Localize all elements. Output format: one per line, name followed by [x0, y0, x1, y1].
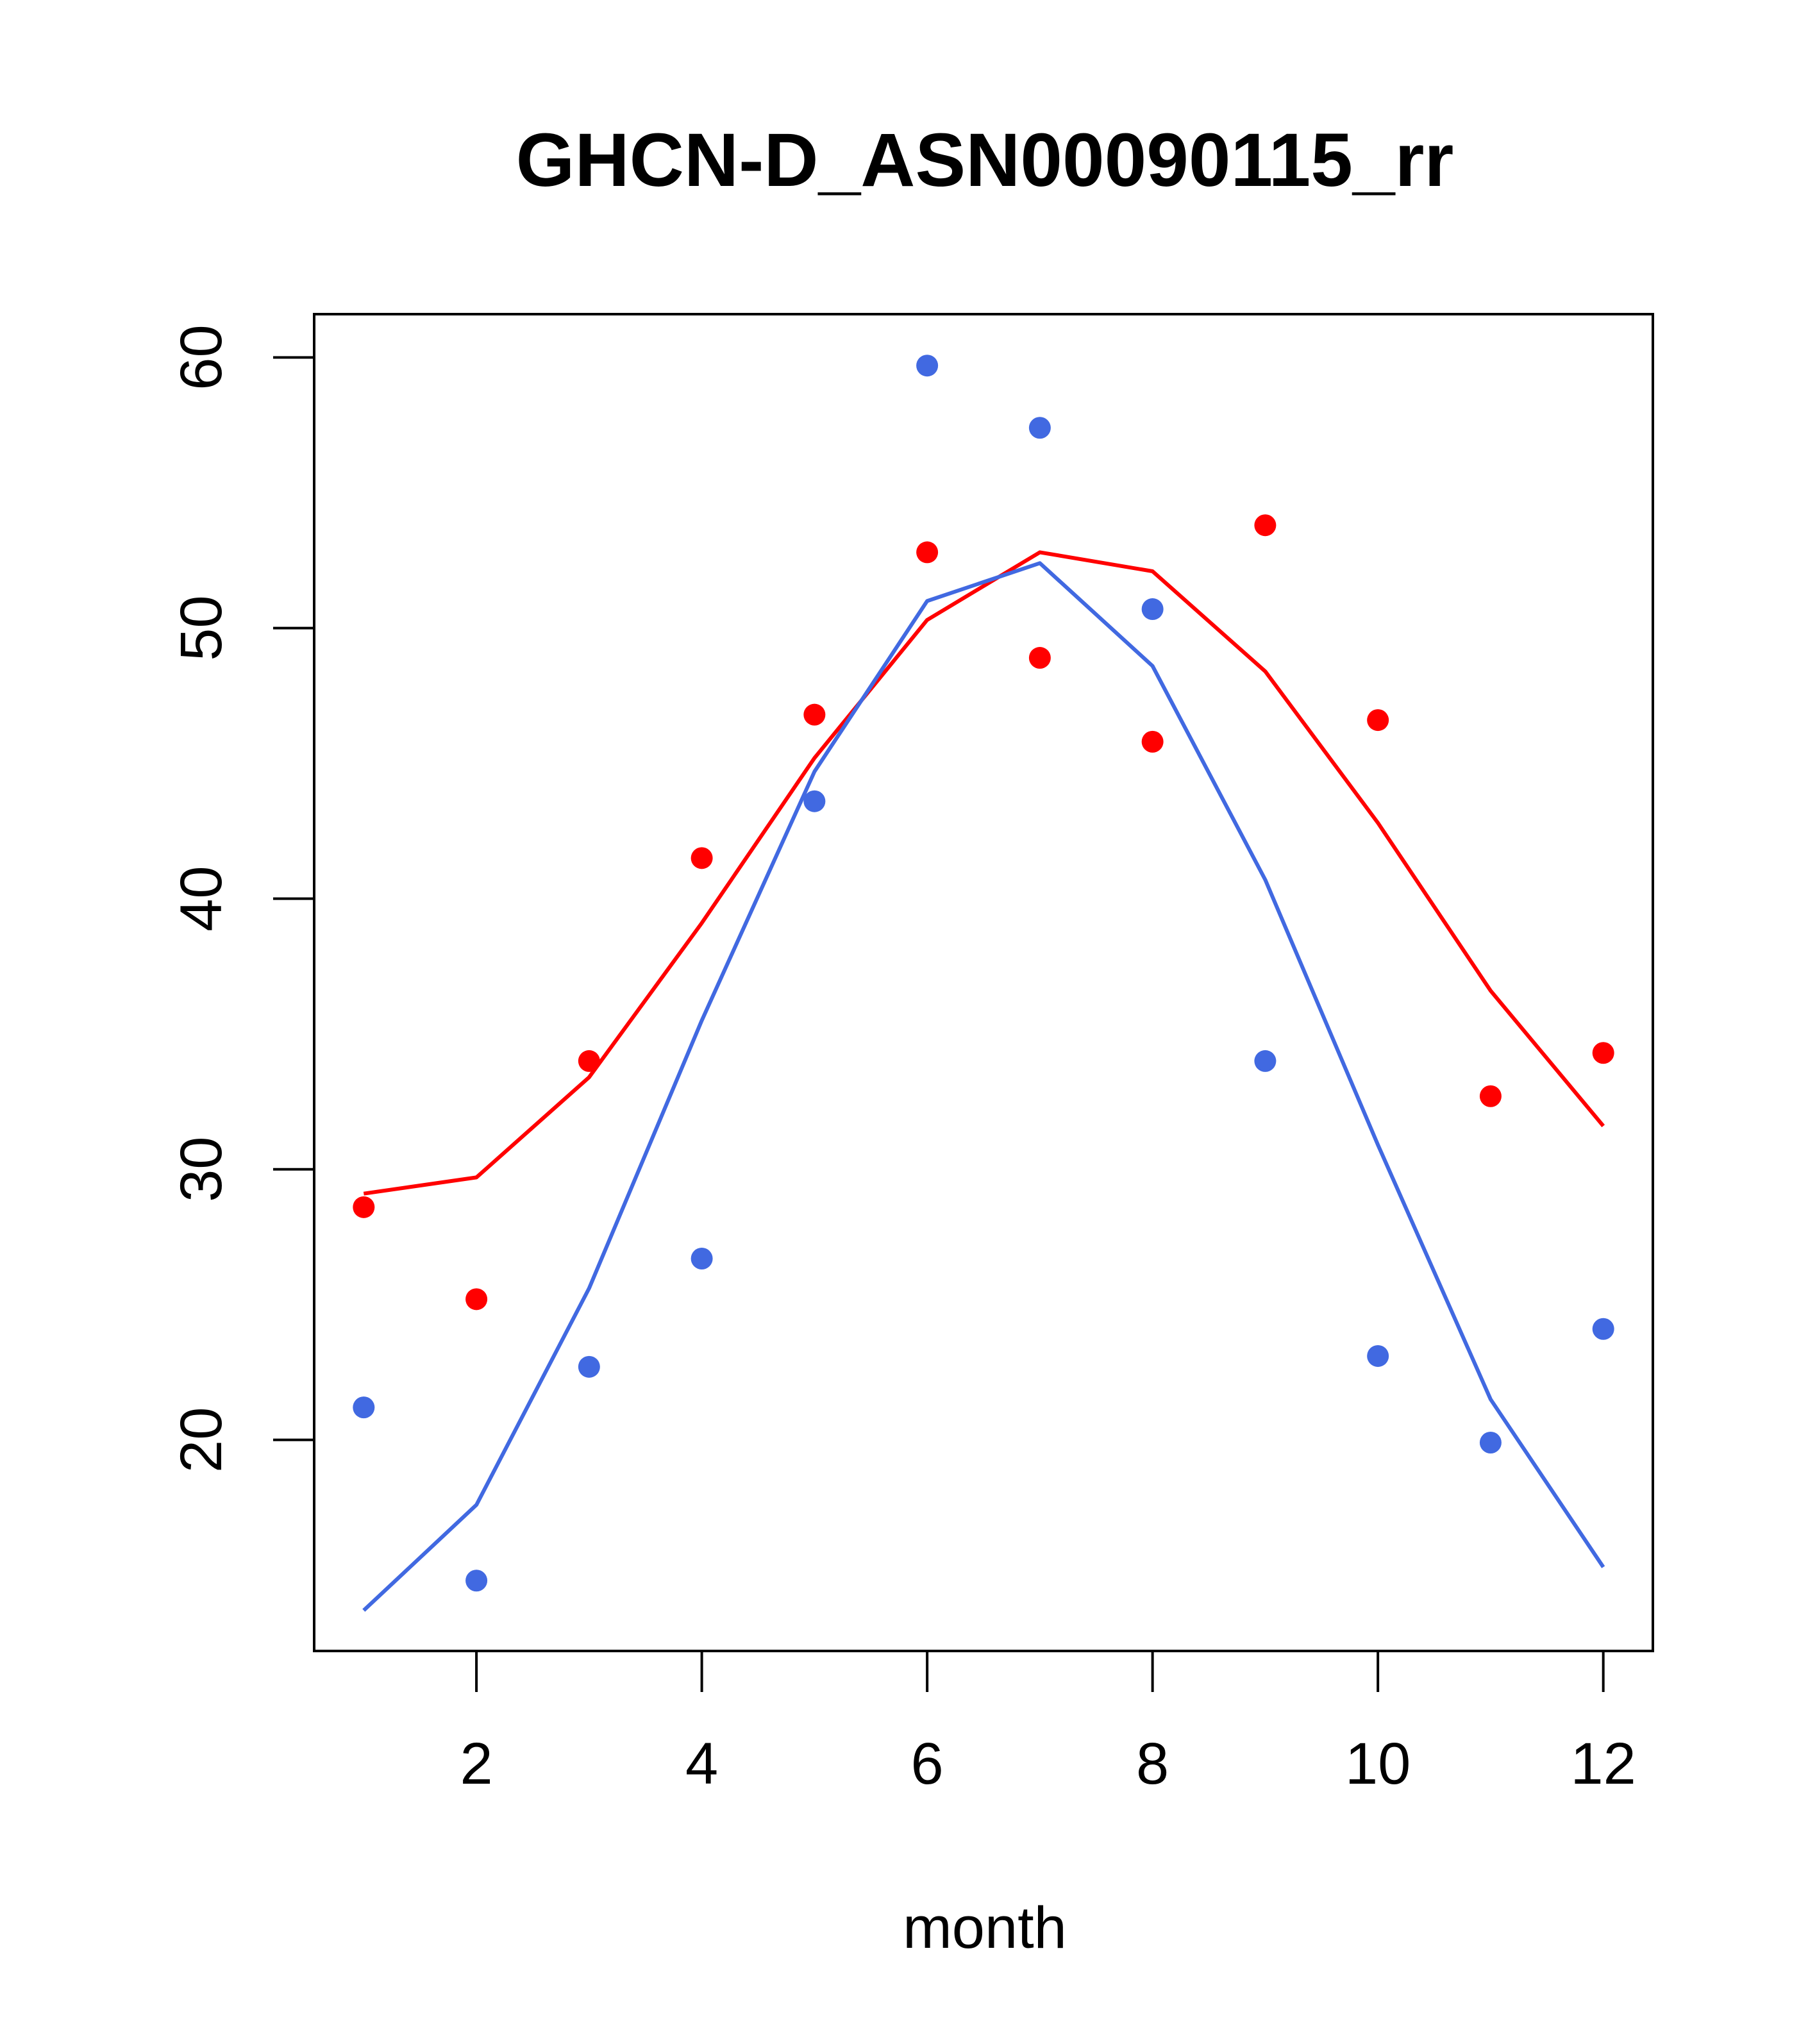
series-1-point — [803, 703, 826, 726]
x-axis: 2 4 6 8 10 12 — [460, 1651, 1636, 1797]
series-2-point — [916, 355, 939, 377]
series-1-point — [1592, 1042, 1614, 1064]
series-2-point — [1141, 598, 1164, 621]
series-2-line — [362, 561, 1605, 1612]
plot-frame — [313, 313, 1654, 1652]
y-axis: 20 30 40 50 60 — [169, 324, 314, 1473]
series-2-point — [1254, 1050, 1277, 1072]
series-2-point — [1028, 417, 1051, 439]
series-1-point — [1367, 709, 1389, 732]
series-2-point — [803, 790, 826, 812]
series-2-point — [1367, 1345, 1389, 1367]
series-1-line — [363, 550, 1605, 1196]
y-tick-label: 60 — [169, 324, 234, 390]
x-tick-label: 2 — [460, 1731, 493, 1797]
series-2-point — [578, 1355, 600, 1378]
series-1-point — [578, 1050, 600, 1072]
series-2-point — [1479, 1432, 1502, 1454]
series-1-point — [1141, 730, 1164, 753]
plot-series — [353, 355, 1614, 1612]
series-1-point — [1479, 1085, 1502, 1107]
x-axis-label: month — [903, 1895, 1067, 1961]
series-1-point — [353, 1196, 375, 1218]
series-1-point — [465, 1288, 488, 1311]
x-tick-label: 8 — [1136, 1731, 1169, 1797]
chart-title: GHCN-D_ASN00090115_rr — [516, 118, 1454, 203]
series-1-point — [691, 847, 713, 869]
y-tick-label: 30 — [169, 1137, 234, 1202]
series-2-point — [465, 1570, 488, 1592]
series-2-point — [691, 1248, 713, 1270]
series-2-point — [353, 1396, 375, 1419]
x-tick-label: 12 — [1570, 1731, 1636, 1797]
x-tick-label: 4 — [685, 1731, 718, 1797]
y-tick-label: 50 — [169, 595, 234, 660]
y-tick-label: 20 — [169, 1407, 234, 1473]
x-tick-label: 10 — [1345, 1731, 1411, 1797]
series-1-point — [916, 541, 939, 564]
series-1-point — [1254, 514, 1277, 537]
series-1-point — [1028, 647, 1051, 669]
y-tick-label: 40 — [169, 866, 234, 931]
series-2-point — [1592, 1318, 1614, 1340]
x-tick-label: 6 — [911, 1731, 944, 1797]
